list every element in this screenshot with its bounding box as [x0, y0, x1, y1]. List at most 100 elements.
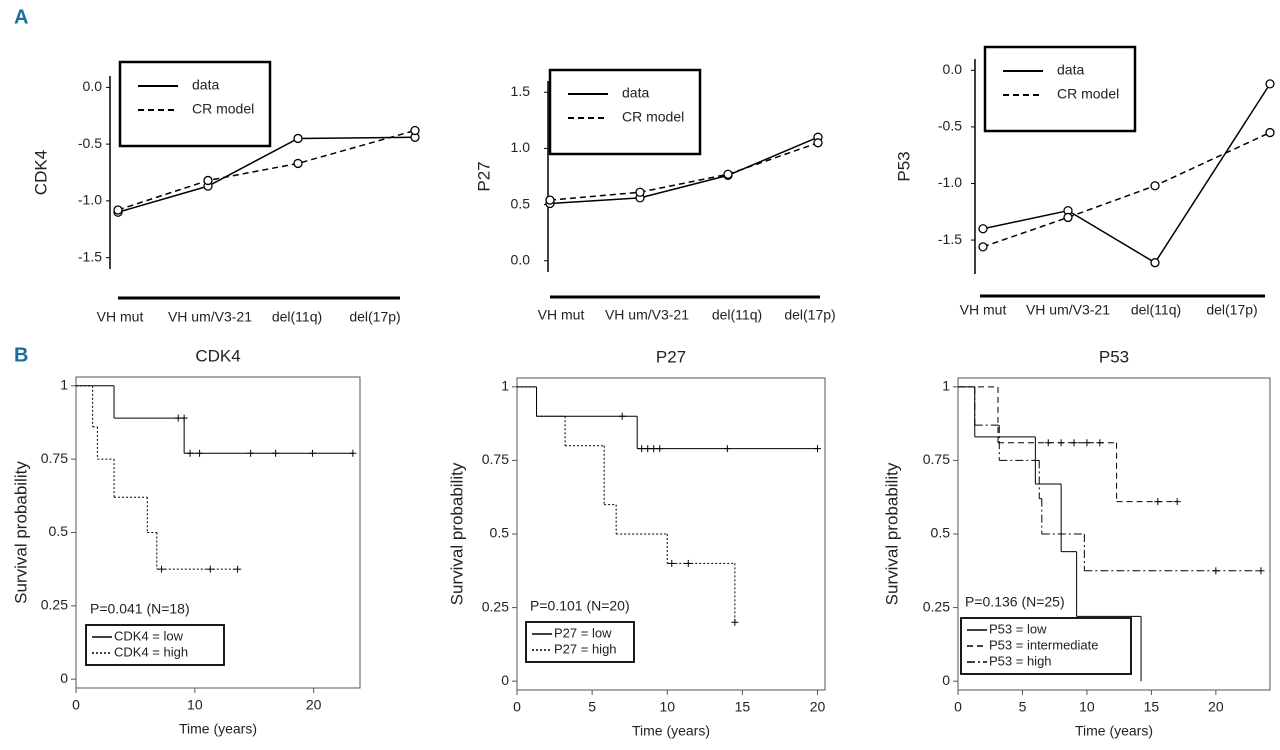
- annotation: P=0.041 (N=18): [90, 601, 190, 617]
- y-tick-label: 1.5: [511, 83, 531, 99]
- censor-mark: [234, 565, 242, 573]
- y-tick-label: -1.0: [938, 174, 962, 190]
- legend-label: data: [622, 85, 649, 101]
- legend-label: P27 = low: [554, 625, 612, 640]
- censor-mark: [656, 445, 664, 453]
- x-tick-label: VH mut: [960, 302, 1007, 318]
- x-tick-label: del(17p): [784, 307, 835, 323]
- data-point: [1265, 127, 1275, 138]
- chart-title: P27: [656, 347, 686, 366]
- y-tick-label: 1: [60, 377, 68, 393]
- legend-label: data: [192, 77, 219, 93]
- censor-mark: [1257, 567, 1265, 575]
- data-point: [635, 187, 645, 197]
- censor-mark: [1070, 439, 1078, 447]
- legend-label: CDK4 = high: [114, 644, 188, 659]
- x-axis-label: Time (years): [1075, 723, 1153, 739]
- series-line: [117, 136, 416, 213]
- y-axis-label: Survival probability: [11, 461, 30, 604]
- data-point: [293, 158, 303, 169]
- y-tick-label: 1.0: [511, 139, 531, 155]
- y-tick-label: 0.0: [83, 78, 103, 94]
- x-tick-label: 10: [187, 697, 203, 713]
- y-tick-label: -0.5: [78, 135, 102, 151]
- legend-box: [85, 624, 225, 666]
- x-tick-label: 0: [513, 699, 521, 715]
- x-tick-label: 10: [1079, 699, 1095, 715]
- panel-label: A: [14, 6, 28, 28]
- x-tick-label: VH um/V3-21: [1026, 302, 1110, 318]
- data-point: [545, 195, 555, 205]
- legend-label: P53 = low: [989, 621, 1047, 636]
- censor-mark: [813, 445, 821, 453]
- x-tick-label: del(11q): [1131, 302, 1181, 318]
- censor-mark: [1083, 439, 1091, 447]
- series-line: [549, 142, 819, 201]
- censor-mark: [650, 445, 658, 453]
- data-point: [723, 169, 733, 179]
- censor-mark: [196, 449, 204, 457]
- annotation: P=0.101 (N=20): [530, 598, 630, 614]
- y-tick-label: 1: [942, 378, 950, 394]
- y-tick-label: 0.75: [482, 451, 509, 467]
- x-tick-label: 5: [1019, 699, 1027, 715]
- data-point: [410, 125, 420, 136]
- y-tick-label: 0.5: [490, 525, 510, 541]
- legend-box: [525, 621, 635, 663]
- legend-label: P27 = high: [554, 641, 617, 656]
- censor-mark: [1044, 439, 1052, 447]
- censor-mark: [349, 449, 357, 457]
- censor-mark: [1154, 498, 1162, 506]
- y-tick-label: 0.75: [923, 451, 950, 467]
- y-tick-label: 0.75: [41, 450, 68, 466]
- series-line: [117, 129, 416, 211]
- x-tick-label: 20: [1208, 699, 1224, 715]
- y-tick-label: 0: [942, 672, 950, 688]
- data-point: [293, 133, 303, 144]
- series-line: [982, 131, 1271, 248]
- legend-box: [548, 68, 702, 156]
- legend-label: CR model: [1057, 86, 1119, 102]
- y-tick-label: 0: [60, 670, 68, 686]
- y-tick-label: 0.25: [923, 598, 950, 614]
- x-tick-label: 15: [1144, 699, 1160, 715]
- censor-mark: [186, 449, 194, 457]
- legend-label: CDK4 = low: [114, 628, 184, 643]
- censor-mark: [1057, 439, 1065, 447]
- x-tick-label: 15: [735, 699, 751, 715]
- y-tick-label: 0.5: [931, 525, 951, 541]
- censor-mark: [723, 445, 731, 453]
- legend-box: [960, 617, 1132, 675]
- censor-mark: [668, 559, 676, 567]
- censor-mark: [247, 449, 255, 457]
- x-axis-label: Time (years): [632, 723, 710, 739]
- y-tick-label: -1.0: [78, 192, 102, 208]
- x-tick-label: 0: [954, 699, 962, 715]
- x-tick-label: del(11q): [272, 309, 322, 325]
- censor-mark: [1096, 439, 1104, 447]
- y-tick-label: -1.5: [938, 231, 962, 247]
- legend-label: data: [1057, 62, 1084, 78]
- chart-title: CDK4: [195, 346, 240, 365]
- chart-title: P53: [1099, 347, 1129, 366]
- censor-mark: [180, 414, 188, 422]
- x-tick-label: del(17p): [349, 309, 400, 325]
- data-point: [1063, 212, 1073, 223]
- legend-label: CR model: [622, 109, 684, 125]
- censor-mark: [174, 414, 182, 422]
- y-axis-label: P53: [894, 151, 913, 181]
- censor-mark: [684, 559, 692, 567]
- data-point: [1265, 79, 1275, 89]
- censor-mark: [644, 445, 652, 453]
- x-tick-label: VH um/V3-21: [168, 309, 252, 325]
- x-tick-label: 5: [588, 699, 596, 715]
- data-point: [978, 224, 988, 234]
- legend-box: [983, 45, 1137, 133]
- series-line: [549, 136, 819, 205]
- censor-mark: [1212, 567, 1220, 575]
- y-tick-label: 0.5: [49, 523, 69, 539]
- x-tick-label: 20: [306, 697, 322, 713]
- data-point: [978, 242, 988, 252]
- y-axis-label: P27: [474, 161, 493, 191]
- censor-mark: [1173, 498, 1181, 506]
